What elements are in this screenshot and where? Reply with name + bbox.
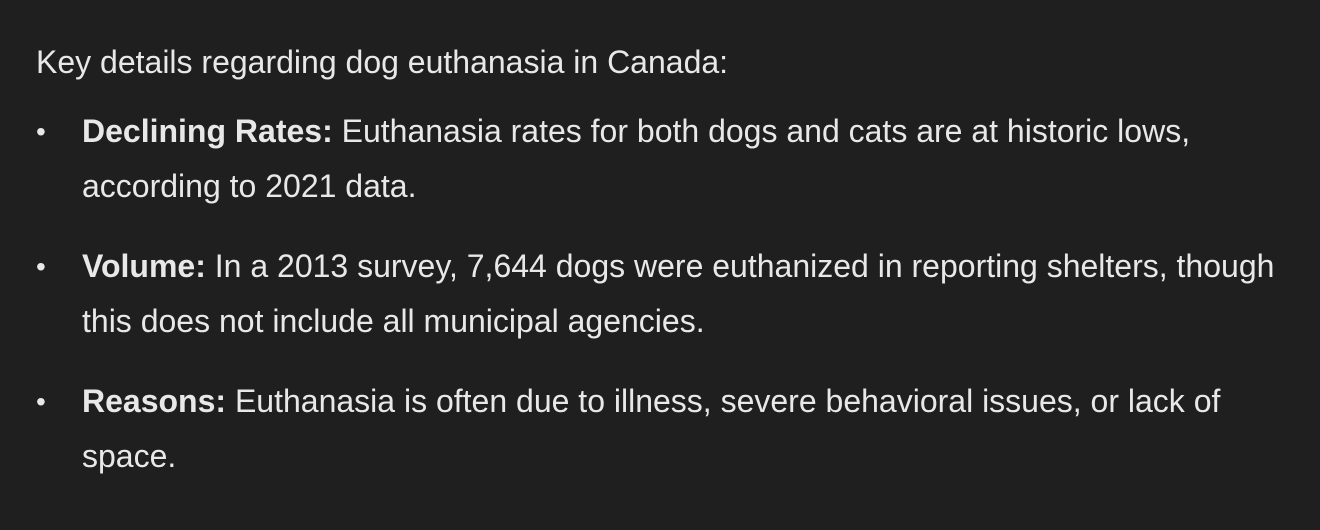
bullet-icon: • — [36, 386, 46, 417]
item-label: Volume: — [82, 248, 206, 284]
bullet-icon: • — [36, 251, 46, 282]
intro-text: Key details regarding dog euthanasia in … — [36, 44, 729, 80]
list-item: • Volume: In a 2013 survey, 7,644 dogs we… — [36, 239, 1284, 349]
item-text: Euthanasia rates for both dogs and cats … — [82, 113, 1191, 204]
item-label: Declining Rates: — [82, 113, 333, 149]
item-text: In a 2013 survey, 7,644 dogs were euthan… — [82, 248, 1275, 339]
list-item: • Declining Rates: Euthanasia rates for b… — [36, 104, 1284, 214]
response-content: Key details regarding dog euthanasia in … — [36, 44, 1284, 484]
key-details-list: • Declining Rates: Euthanasia rates for b… — [36, 104, 1284, 484]
list-item: • Reasons: Euthanasia is often due to ill… — [36, 374, 1284, 484]
item-label: Reasons: — [82, 383, 227, 419]
item-text: Euthanasia is often due to illness, seve… — [82, 383, 1221, 474]
bullet-icon: • — [36, 116, 46, 147]
